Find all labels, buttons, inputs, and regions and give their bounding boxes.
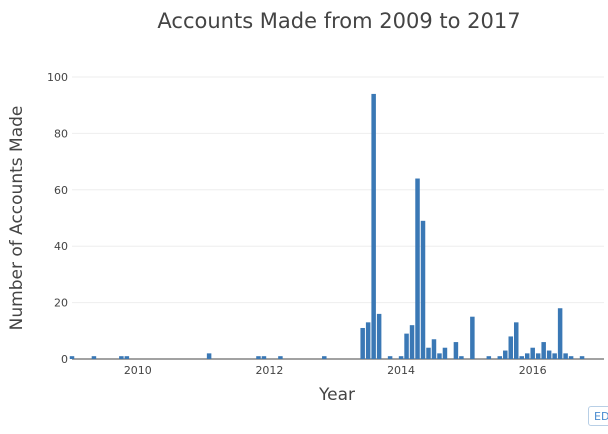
chart-title: Accounts Made from 2009 to 2017 bbox=[157, 9, 520, 33]
bar bbox=[541, 342, 546, 359]
bar bbox=[497, 356, 503, 359]
x-axis-title: Year bbox=[318, 385, 355, 405]
gridlines bbox=[72, 76, 604, 360]
bar bbox=[371, 93, 376, 360]
bar bbox=[398, 356, 404, 359]
bar bbox=[442, 347, 448, 359]
bar bbox=[119, 356, 124, 359]
bar bbox=[415, 178, 420, 359]
bar bbox=[508, 336, 514, 359]
bar bbox=[568, 356, 574, 359]
bar bbox=[524, 353, 530, 359]
bar bbox=[546, 350, 552, 359]
x-tick-label: 2014 bbox=[387, 364, 415, 377]
bar bbox=[513, 322, 519, 359]
y-axis-title: Number of Accounts Made bbox=[7, 106, 27, 331]
y-tick-label: 40 bbox=[54, 240, 68, 253]
bar bbox=[552, 353, 557, 359]
bar bbox=[365, 322, 371, 359]
bar bbox=[322, 356, 327, 359]
y-tick-label: 60 bbox=[54, 184, 68, 197]
bar bbox=[69, 356, 75, 359]
bar bbox=[557, 308, 563, 359]
bar bbox=[519, 356, 524, 359]
y-tick-label: 80 bbox=[54, 127, 68, 140]
bar bbox=[470, 316, 475, 359]
y-tick-label: 100 bbox=[47, 71, 68, 84]
bar bbox=[431, 339, 437, 359]
bar bbox=[426, 347, 431, 359]
bar bbox=[486, 356, 492, 359]
bar bbox=[91, 356, 97, 359]
bar bbox=[404, 333, 409, 359]
x-tick-label: 2012 bbox=[255, 364, 283, 377]
bar bbox=[261, 356, 267, 359]
bar bbox=[563, 353, 568, 359]
bar bbox=[409, 325, 415, 359]
bar bbox=[453, 342, 459, 359]
x-axis-ticks: 2010 2012 2014 2016 bbox=[124, 364, 547, 377]
bar bbox=[530, 347, 535, 359]
bar bbox=[459, 356, 464, 359]
bars bbox=[69, 93, 585, 360]
x-tick-label: 2016 bbox=[519, 364, 547, 377]
bar bbox=[376, 313, 382, 359]
bar bbox=[437, 353, 442, 359]
bar bbox=[124, 356, 130, 359]
x-tick-label: 2010 bbox=[124, 364, 152, 377]
y-tick-label: 0 bbox=[61, 353, 68, 366]
bar bbox=[579, 356, 585, 359]
bar bbox=[503, 350, 508, 359]
bar bbox=[420, 220, 426, 359]
bar bbox=[256, 356, 261, 359]
bar bbox=[278, 356, 283, 359]
bar bbox=[387, 356, 393, 359]
bar bbox=[535, 353, 541, 359]
y-axis-ticks: 0 20 40 60 80 100 bbox=[47, 71, 68, 366]
bar bbox=[206, 353, 212, 359]
edit-chart-button[interactable]: EDIT bbox=[588, 406, 608, 426]
y-tick-label: 20 bbox=[54, 297, 68, 310]
bar bbox=[360, 327, 365, 359]
